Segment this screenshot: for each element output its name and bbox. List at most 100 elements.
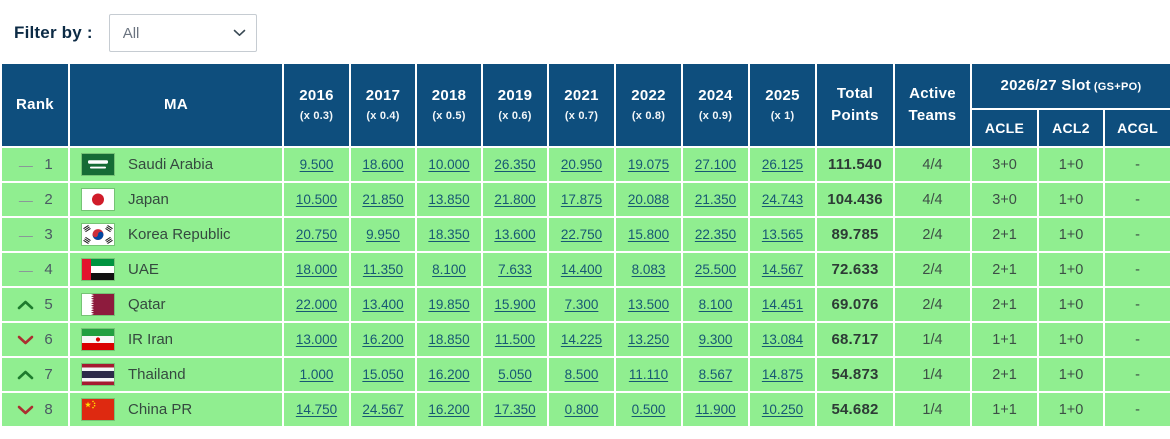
points-link[interactable]: 14.750 [295,401,338,417]
points-link[interactable]: 17.875 [560,191,603,207]
points-link[interactable]: 8.083 [631,261,666,277]
acl2-slot-cell: 1+0 [1037,216,1105,253]
points-link[interactable]: 11.500 [494,331,536,347]
points-link[interactable]: 16.200 [428,401,470,417]
points-link[interactable]: 13.084 [761,331,804,347]
points-link[interactable]: 24.743 [761,191,804,207]
points-link[interactable]: 9.950 [366,226,400,242]
points-link[interactable]: 15.050 [362,366,404,382]
points-link[interactable]: 11.900 [695,401,736,417]
points-link[interactable]: 15.800 [627,226,670,242]
points-cell: 8.100 [681,286,750,323]
points-link[interactable]: 15.900 [494,296,536,312]
points-link[interactable]: 18.350 [428,226,470,242]
country-name: Qatar [128,296,166,313]
points-link[interactable]: 22.000 [295,296,338,312]
points-link[interactable]: 22.350 [694,226,737,242]
points-link[interactable]: 8.500 [564,366,599,382]
points-link[interactable]: 20.088 [627,191,670,207]
ma-cell: IR Iran [68,321,284,358]
points-link[interactable]: 13.400 [362,296,404,312]
points-link[interactable]: 0.500 [631,401,666,417]
rank-number: 1 [44,156,53,173]
points-link[interactable]: 20.750 [295,226,338,242]
points-link[interactable]: 19.075 [627,156,670,172]
points-link[interactable]: 20.950 [560,156,603,172]
points-link[interactable]: 16.200 [428,366,470,382]
points-cell: 8.567 [681,356,750,393]
table-body: — 1 Saudi Arabia 9.500 18.600 10.000 26.… [0,146,1170,428]
points-link[interactable]: 21.800 [494,191,536,207]
points-link[interactable]: 18.850 [428,331,470,347]
points-link[interactable]: 7.633 [498,261,532,277]
points-cell: 10.250 [748,391,817,428]
points-link[interactable]: 8.100 [432,261,466,277]
points-link[interactable]: 25.500 [694,261,737,277]
points-link[interactable]: 14.875 [761,366,804,382]
points-link[interactable]: 8.567 [698,366,733,382]
points-link[interactable]: 21.850 [362,191,404,207]
points-link[interactable]: 27.100 [694,156,737,172]
ma-cell: China PR [68,391,284,428]
points-link[interactable]: 21.350 [694,191,737,207]
ma-cell: Thailand [68,356,284,393]
active-teams-cell: 4/4 [893,181,972,218]
points-cell: 13.565 [748,216,817,253]
points-link[interactable]: 9.500 [299,156,334,172]
acle-slot-cell: 3+0 [970,146,1039,183]
total-points-cell: 104.436 [815,181,895,218]
points-cell: 18.000 [282,251,351,288]
filter-select[interactable]: All [108,14,257,52]
ma-cell: Japan [68,181,284,218]
points-link[interactable]: 26.125 [761,156,804,172]
points-link[interactable]: 13.565 [761,226,804,242]
points-cell: 18.600 [349,146,417,183]
points-link[interactable]: 16.200 [362,331,404,347]
points-link[interactable]: 22.750 [560,226,603,242]
points-link[interactable]: 9.300 [698,331,733,347]
points-link[interactable]: 13.600 [494,226,536,242]
points-link[interactable]: 5.050 [498,366,532,382]
points-cell: 18.350 [415,216,483,253]
points-link[interactable]: 13.000 [295,331,338,347]
points-cell: 11.110 [614,356,683,393]
acl2-slot-cell: 1+0 [1037,321,1105,358]
active-teams-cell: 2/4 [893,216,972,253]
points-link[interactable]: 13.500 [627,296,670,312]
points-link[interactable]: 14.451 [761,296,804,312]
points-link[interactable]: 10.000 [428,156,470,172]
acgl-slot-cell: - [1102,216,1170,253]
points-link[interactable]: 19.850 [428,296,470,312]
points-link[interactable]: 13.250 [627,331,670,347]
points-link[interactable]: 17.350 [494,401,536,417]
points-link[interactable]: 18.000 [295,261,338,277]
points-cell: 22.000 [282,286,351,323]
country-name: China PR [128,401,193,418]
points-cell: 25.500 [681,251,750,288]
points-link[interactable]: 13.850 [428,191,470,207]
points-cell: 16.200 [415,356,483,393]
rank-cell: 7 [0,356,70,393]
points-cell: 19.075 [614,146,683,183]
points-link[interactable]: 11.110 [628,366,669,382]
points-cell: 27.100 [681,146,750,183]
points-link[interactable]: 7.300 [564,296,599,312]
points-link[interactable]: 18.600 [362,156,404,172]
points-link[interactable]: 24.567 [362,401,404,417]
points-link[interactable]: 11.350 [362,261,404,277]
points-link[interactable]: 1.000 [299,366,334,382]
points-link[interactable]: 14.567 [761,261,804,277]
points-link[interactable]: 14.400 [560,261,603,277]
table-row: — 2 Japan 10.500 21.850 13.850 21.800 17… [0,181,1170,218]
points-link[interactable]: 10.500 [295,191,338,207]
points-link[interactable]: 10.250 [761,401,804,417]
points-link[interactable]: 8.100 [698,296,733,312]
flag-japan-icon [82,189,114,210]
points-link[interactable]: 14.225 [560,331,603,347]
points-link[interactable]: 0.800 [564,401,599,417]
active-teams-cell: 2/4 [893,251,972,288]
total-points-cell: 69.076 [815,286,895,323]
points-link[interactable]: 26.350 [494,156,536,172]
points-cell: 20.750 [282,216,351,253]
trend-down-icon [17,405,34,415]
